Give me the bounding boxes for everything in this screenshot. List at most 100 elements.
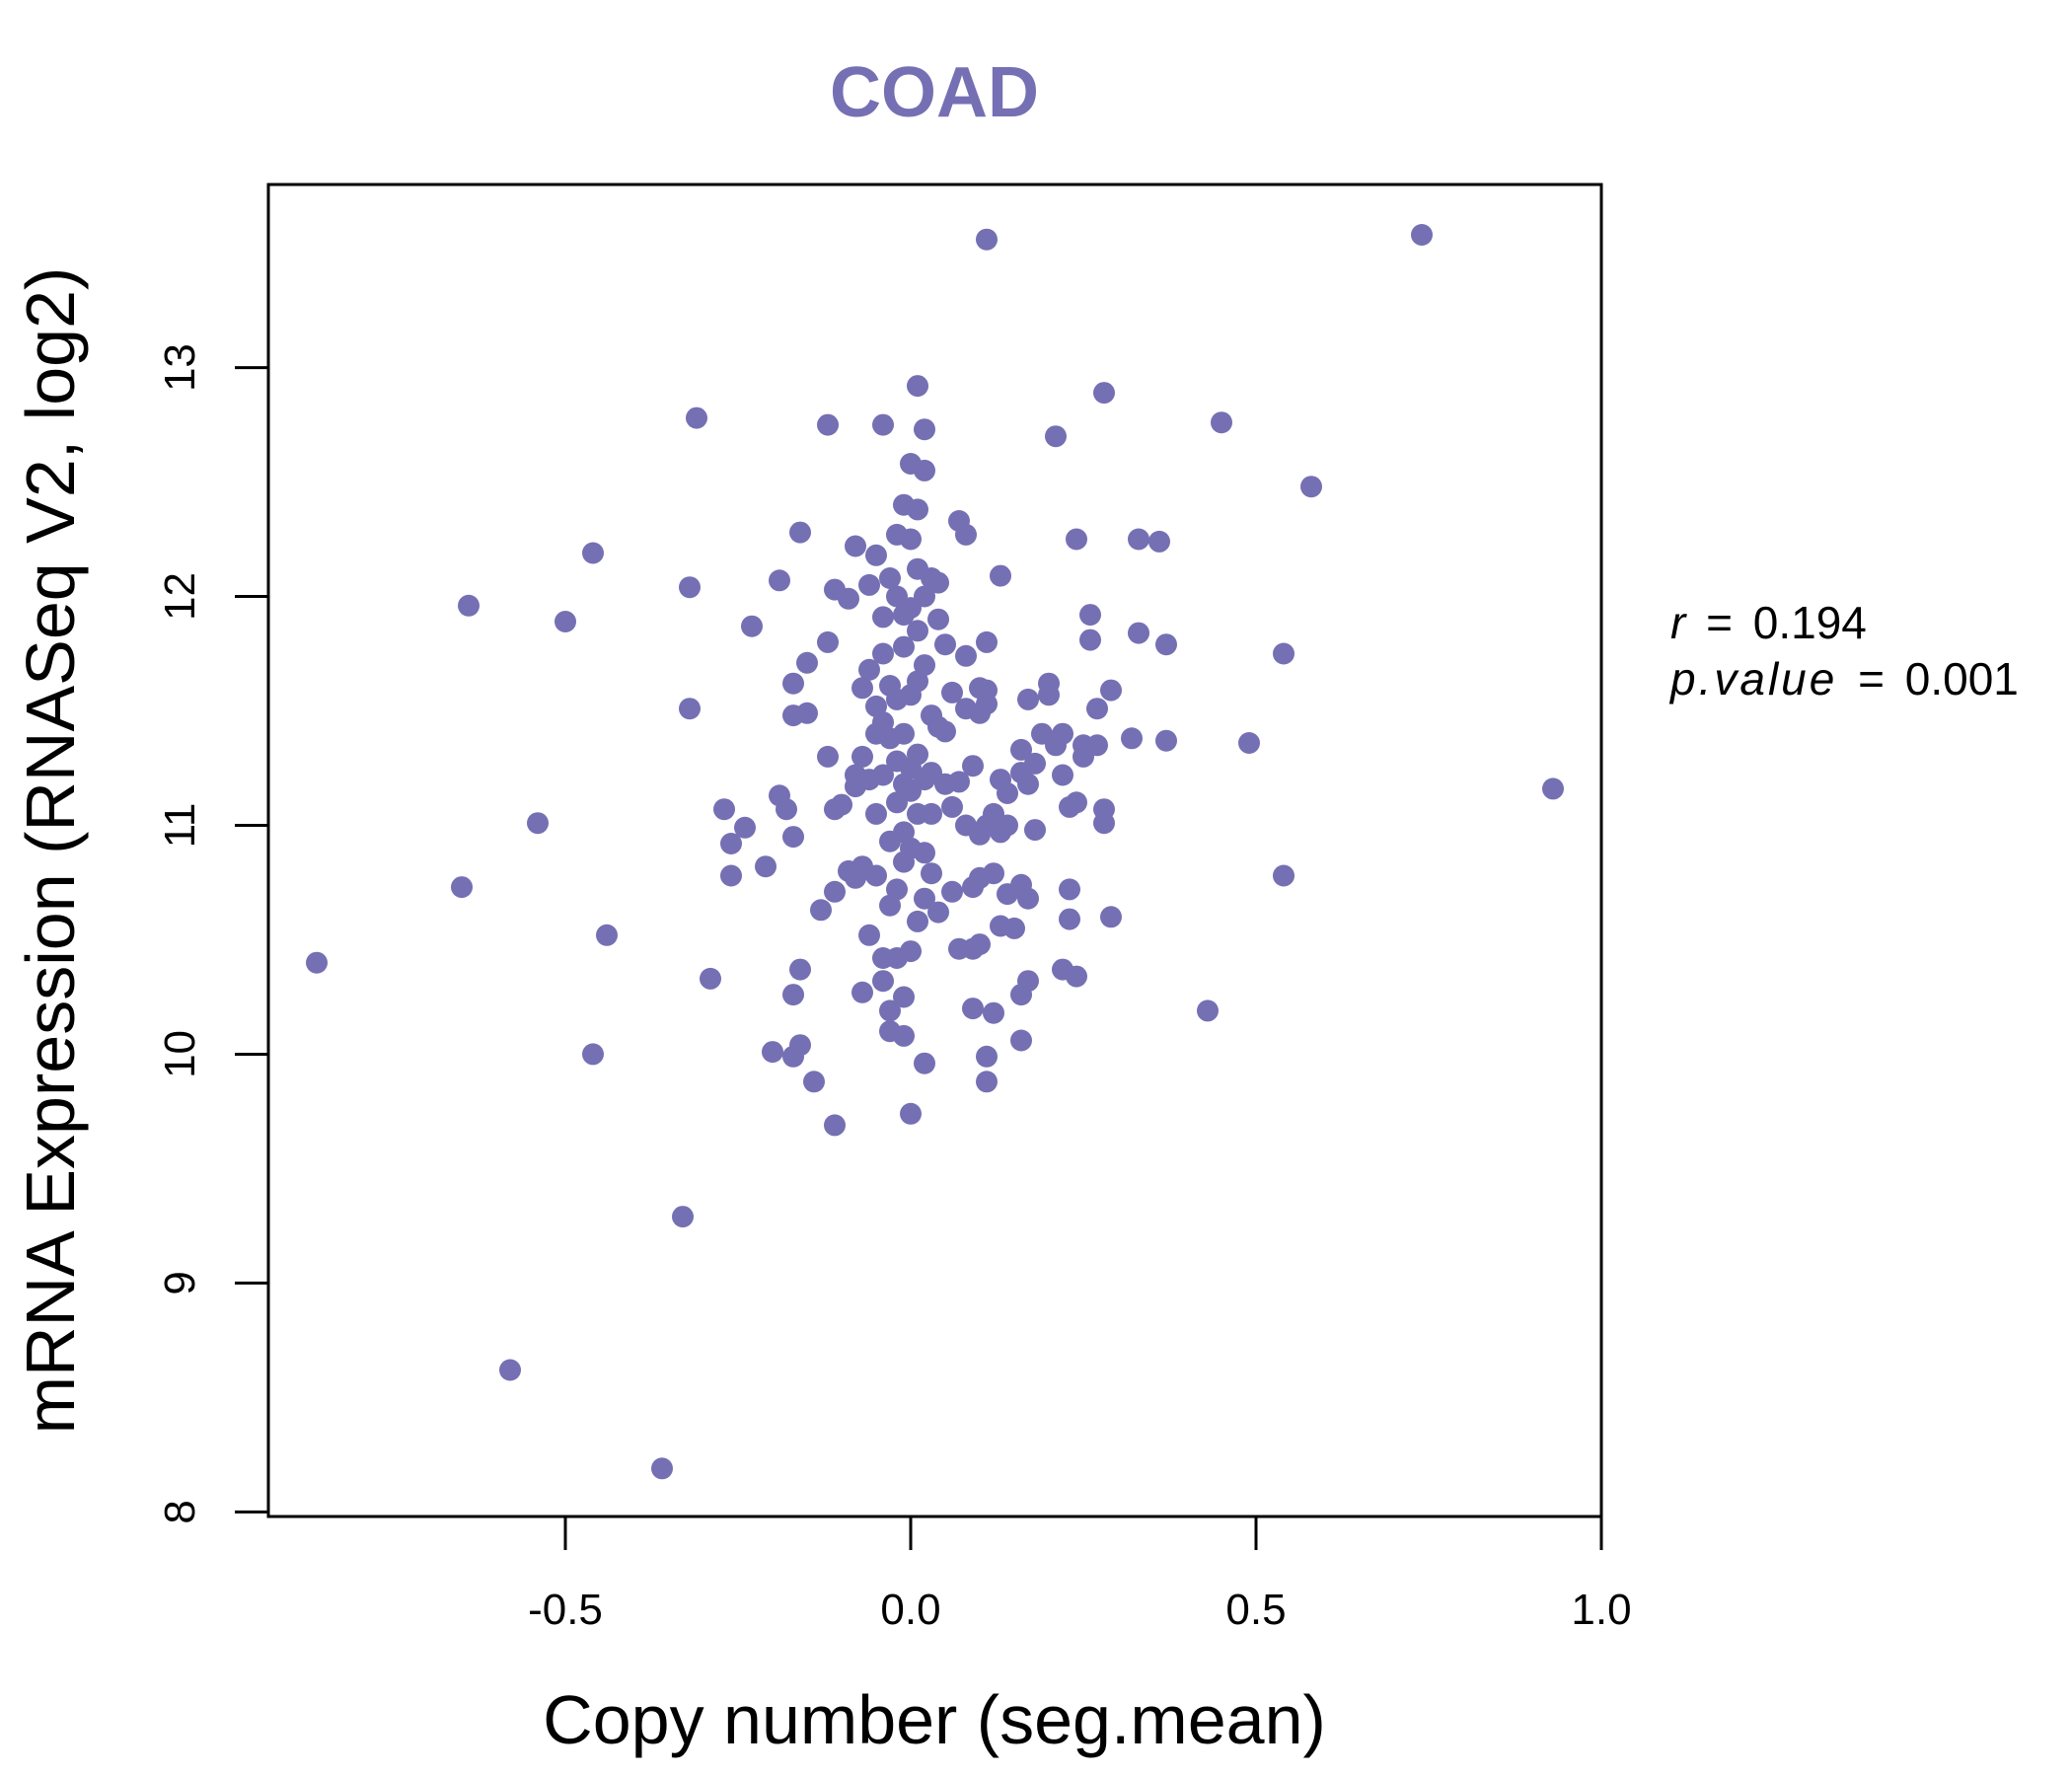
- data-point: [1086, 698, 1108, 720]
- data-point: [914, 418, 935, 441]
- data-point: [879, 567, 901, 589]
- data-point: [1100, 679, 1122, 702]
- data-point: [1017, 773, 1039, 795]
- data-point: [1155, 633, 1177, 656]
- r-equals: =: [1706, 597, 1733, 648]
- data-point: [1066, 791, 1087, 814]
- data-point: [1045, 425, 1067, 448]
- data-point: [851, 677, 873, 700]
- data-point: [969, 933, 991, 956]
- data-point: [838, 587, 859, 610]
- data-point: [713, 798, 735, 821]
- data-point: [1128, 622, 1149, 644]
- data-point: [817, 413, 839, 436]
- data-point: [1238, 732, 1260, 754]
- data-point: [983, 862, 1004, 885]
- data-point: [686, 407, 707, 429]
- data-point: [907, 743, 928, 766]
- data-point: [955, 523, 977, 546]
- data-point: [789, 958, 811, 981]
- data-point: [900, 528, 922, 551]
- data-point: [1079, 604, 1101, 627]
- y-axis: 8 9 10 11 12 13: [156, 343, 270, 1524]
- data-point: [997, 814, 1018, 837]
- x-tick-label: -0.5: [528, 1586, 603, 1634]
- data-point: [1411, 224, 1433, 246]
- data-point: [851, 745, 873, 768]
- data-point: [499, 1359, 521, 1381]
- data-point: [976, 693, 998, 715]
- data-point: [955, 644, 977, 667]
- data-point: [858, 924, 880, 946]
- data-point: [962, 998, 984, 1020]
- data-point: [741, 615, 763, 637]
- data-point: [803, 1071, 825, 1093]
- y-tick-label: 8: [156, 1500, 204, 1523]
- data-point: [679, 698, 701, 720]
- data-point: [782, 984, 804, 1006]
- y-tick-label: 11: [156, 803, 204, 849]
- data-point: [1093, 812, 1115, 835]
- data-point: [1003, 917, 1025, 939]
- data-point: [451, 876, 473, 899]
- data-point: [976, 1071, 998, 1093]
- data-point: [679, 576, 701, 599]
- data-point: [858, 658, 880, 681]
- r-label: r: [1670, 597, 1687, 648]
- p-statistic: p.value = 0.001: [1668, 653, 2019, 704]
- data-point: [1052, 722, 1073, 745]
- data-point: [596, 924, 618, 946]
- data-point: [879, 999, 901, 1022]
- data-point: [1100, 906, 1122, 928]
- data-point: [886, 878, 908, 901]
- data-point: [941, 795, 963, 818]
- data-point: [817, 630, 839, 653]
- data-point: [990, 564, 1011, 587]
- p-value: 0.001: [1905, 653, 2019, 704]
- data-point: [914, 459, 935, 481]
- data-point: [1059, 878, 1080, 901]
- x-axis-label: Copy number (seg.mean): [543, 1681, 1326, 1758]
- data-point: [651, 1457, 673, 1480]
- data-point: [914, 654, 935, 677]
- data-point: [796, 651, 818, 674]
- data-point: [1273, 642, 1295, 665]
- data-point: [782, 672, 804, 695]
- data-point: [865, 864, 887, 887]
- data-point: [927, 901, 949, 924]
- data-point: [1128, 528, 1149, 551]
- data-point: [720, 833, 742, 854]
- p-equals: =: [1858, 653, 1885, 704]
- data-point: [1017, 970, 1039, 993]
- p-label: p.value: [1668, 653, 1837, 704]
- data-point: [789, 1034, 811, 1057]
- data-point: [921, 862, 942, 885]
- data-point: [1010, 738, 1032, 761]
- data-point: [1542, 777, 1564, 800]
- data-point: [700, 967, 721, 990]
- data-point: [934, 633, 956, 656]
- data-point: [1017, 688, 1039, 710]
- data-point: [782, 826, 804, 849]
- y-tick-label: 13: [156, 343, 204, 392]
- data-point: [1024, 819, 1046, 842]
- data-point: [948, 771, 970, 793]
- data-point: [527, 812, 549, 835]
- data-point: [1086, 734, 1108, 757]
- data-point: [983, 1001, 1004, 1024]
- data-points: [306, 224, 1564, 1480]
- data-point: [865, 544, 887, 566]
- data-point: [789, 521, 811, 544]
- data-point: [1197, 999, 1219, 1022]
- data-point: [921, 802, 942, 825]
- data-point: [306, 951, 328, 974]
- data-point: [914, 842, 935, 864]
- data-point: [872, 413, 894, 436]
- data-point: [1273, 864, 1295, 887]
- data-point: [1093, 382, 1115, 405]
- data-point: [962, 755, 984, 777]
- data-point: [907, 498, 928, 521]
- data-point: [914, 1052, 935, 1074]
